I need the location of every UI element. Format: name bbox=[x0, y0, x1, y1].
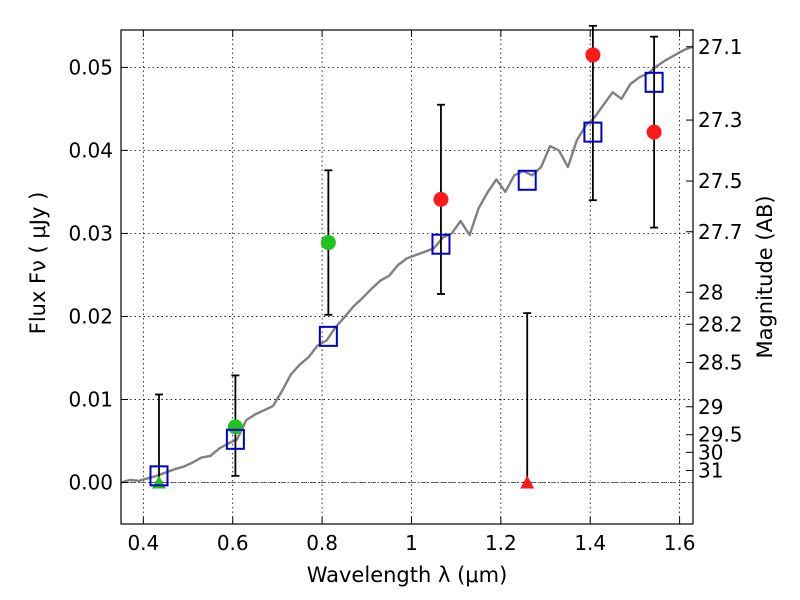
magnitude-tick-label: 29 bbox=[698, 395, 723, 419]
magnitude-tick-label: 28.5 bbox=[698, 350, 743, 374]
y-axis-ticks: 0.00 0.01 0.02 0.03 0.04 0.05 bbox=[68, 55, 128, 494]
model-photometry-square bbox=[149, 465, 169, 487]
magnitude-tick-label: 30 bbox=[698, 440, 723, 464]
magnitude-tick-label: 27.3 bbox=[698, 108, 743, 132]
y-tick-label: 0.00 bbox=[68, 470, 113, 494]
model-photometry-square bbox=[225, 428, 245, 450]
grid-lines bbox=[121, 30, 693, 524]
red-flux-point bbox=[433, 191, 449, 207]
model-photometry-square bbox=[644, 71, 664, 93]
y-tick-label: 0.03 bbox=[68, 221, 113, 245]
plot-frame bbox=[120, 29, 694, 525]
magnitude-tick-label: 27.1 bbox=[698, 35, 743, 59]
x-tick-label: 0.4 bbox=[127, 531, 159, 555]
markers-layer bbox=[149, 47, 664, 489]
red-flux-point bbox=[585, 47, 601, 63]
model-spectrum-layer bbox=[120, 45, 694, 484]
red-flux-point bbox=[646, 124, 662, 140]
model-photometry-square bbox=[517, 169, 537, 191]
x-tick-label: 1.4 bbox=[574, 531, 606, 555]
magnitude-tick-label: 29.5 bbox=[698, 423, 743, 447]
x-tick-label: 0.8 bbox=[306, 531, 338, 555]
x-axis-ticks: 0.4 0.6 0.8 1 1.2 1.4 1.6 bbox=[127, 30, 696, 555]
green-flux-point bbox=[320, 235, 336, 251]
model-spectrum-line bbox=[120, 45, 694, 484]
x-axis-label: Wavelength λ (μm) bbox=[307, 563, 508, 587]
magnitude-tick-label: 28 bbox=[698, 280, 723, 304]
y-tick-label: 0.01 bbox=[68, 387, 113, 411]
y-tick-label: 0.04 bbox=[68, 138, 113, 162]
model-photometry-square bbox=[431, 233, 451, 255]
red-upper-limit-marker bbox=[520, 475, 535, 489]
x-tick-label: 0.6 bbox=[217, 531, 249, 555]
x-tick-label: 1.2 bbox=[485, 531, 517, 555]
y-tick-label: 0.02 bbox=[68, 304, 113, 328]
y-axis-label: Flux Fν ( μJy ) bbox=[26, 192, 50, 335]
model-photometry-square bbox=[318, 325, 338, 347]
y-tick-label: 0.05 bbox=[68, 55, 113, 79]
magnitude-tick-label: 27.7 bbox=[698, 220, 743, 244]
x-tick-label: 1.6 bbox=[664, 531, 696, 555]
green-flux-point bbox=[227, 419, 243, 435]
magnitude-tick-label: 28.2 bbox=[698, 312, 743, 336]
magnitude-tick-label: 27.5 bbox=[698, 169, 743, 193]
magnitude-axis-label: Magnitude (AB) bbox=[753, 195, 777, 358]
magnitude-tick-label: 31 bbox=[698, 458, 723, 482]
x-tick-label: 1 bbox=[405, 531, 418, 555]
model-photometry-square bbox=[583, 121, 603, 143]
